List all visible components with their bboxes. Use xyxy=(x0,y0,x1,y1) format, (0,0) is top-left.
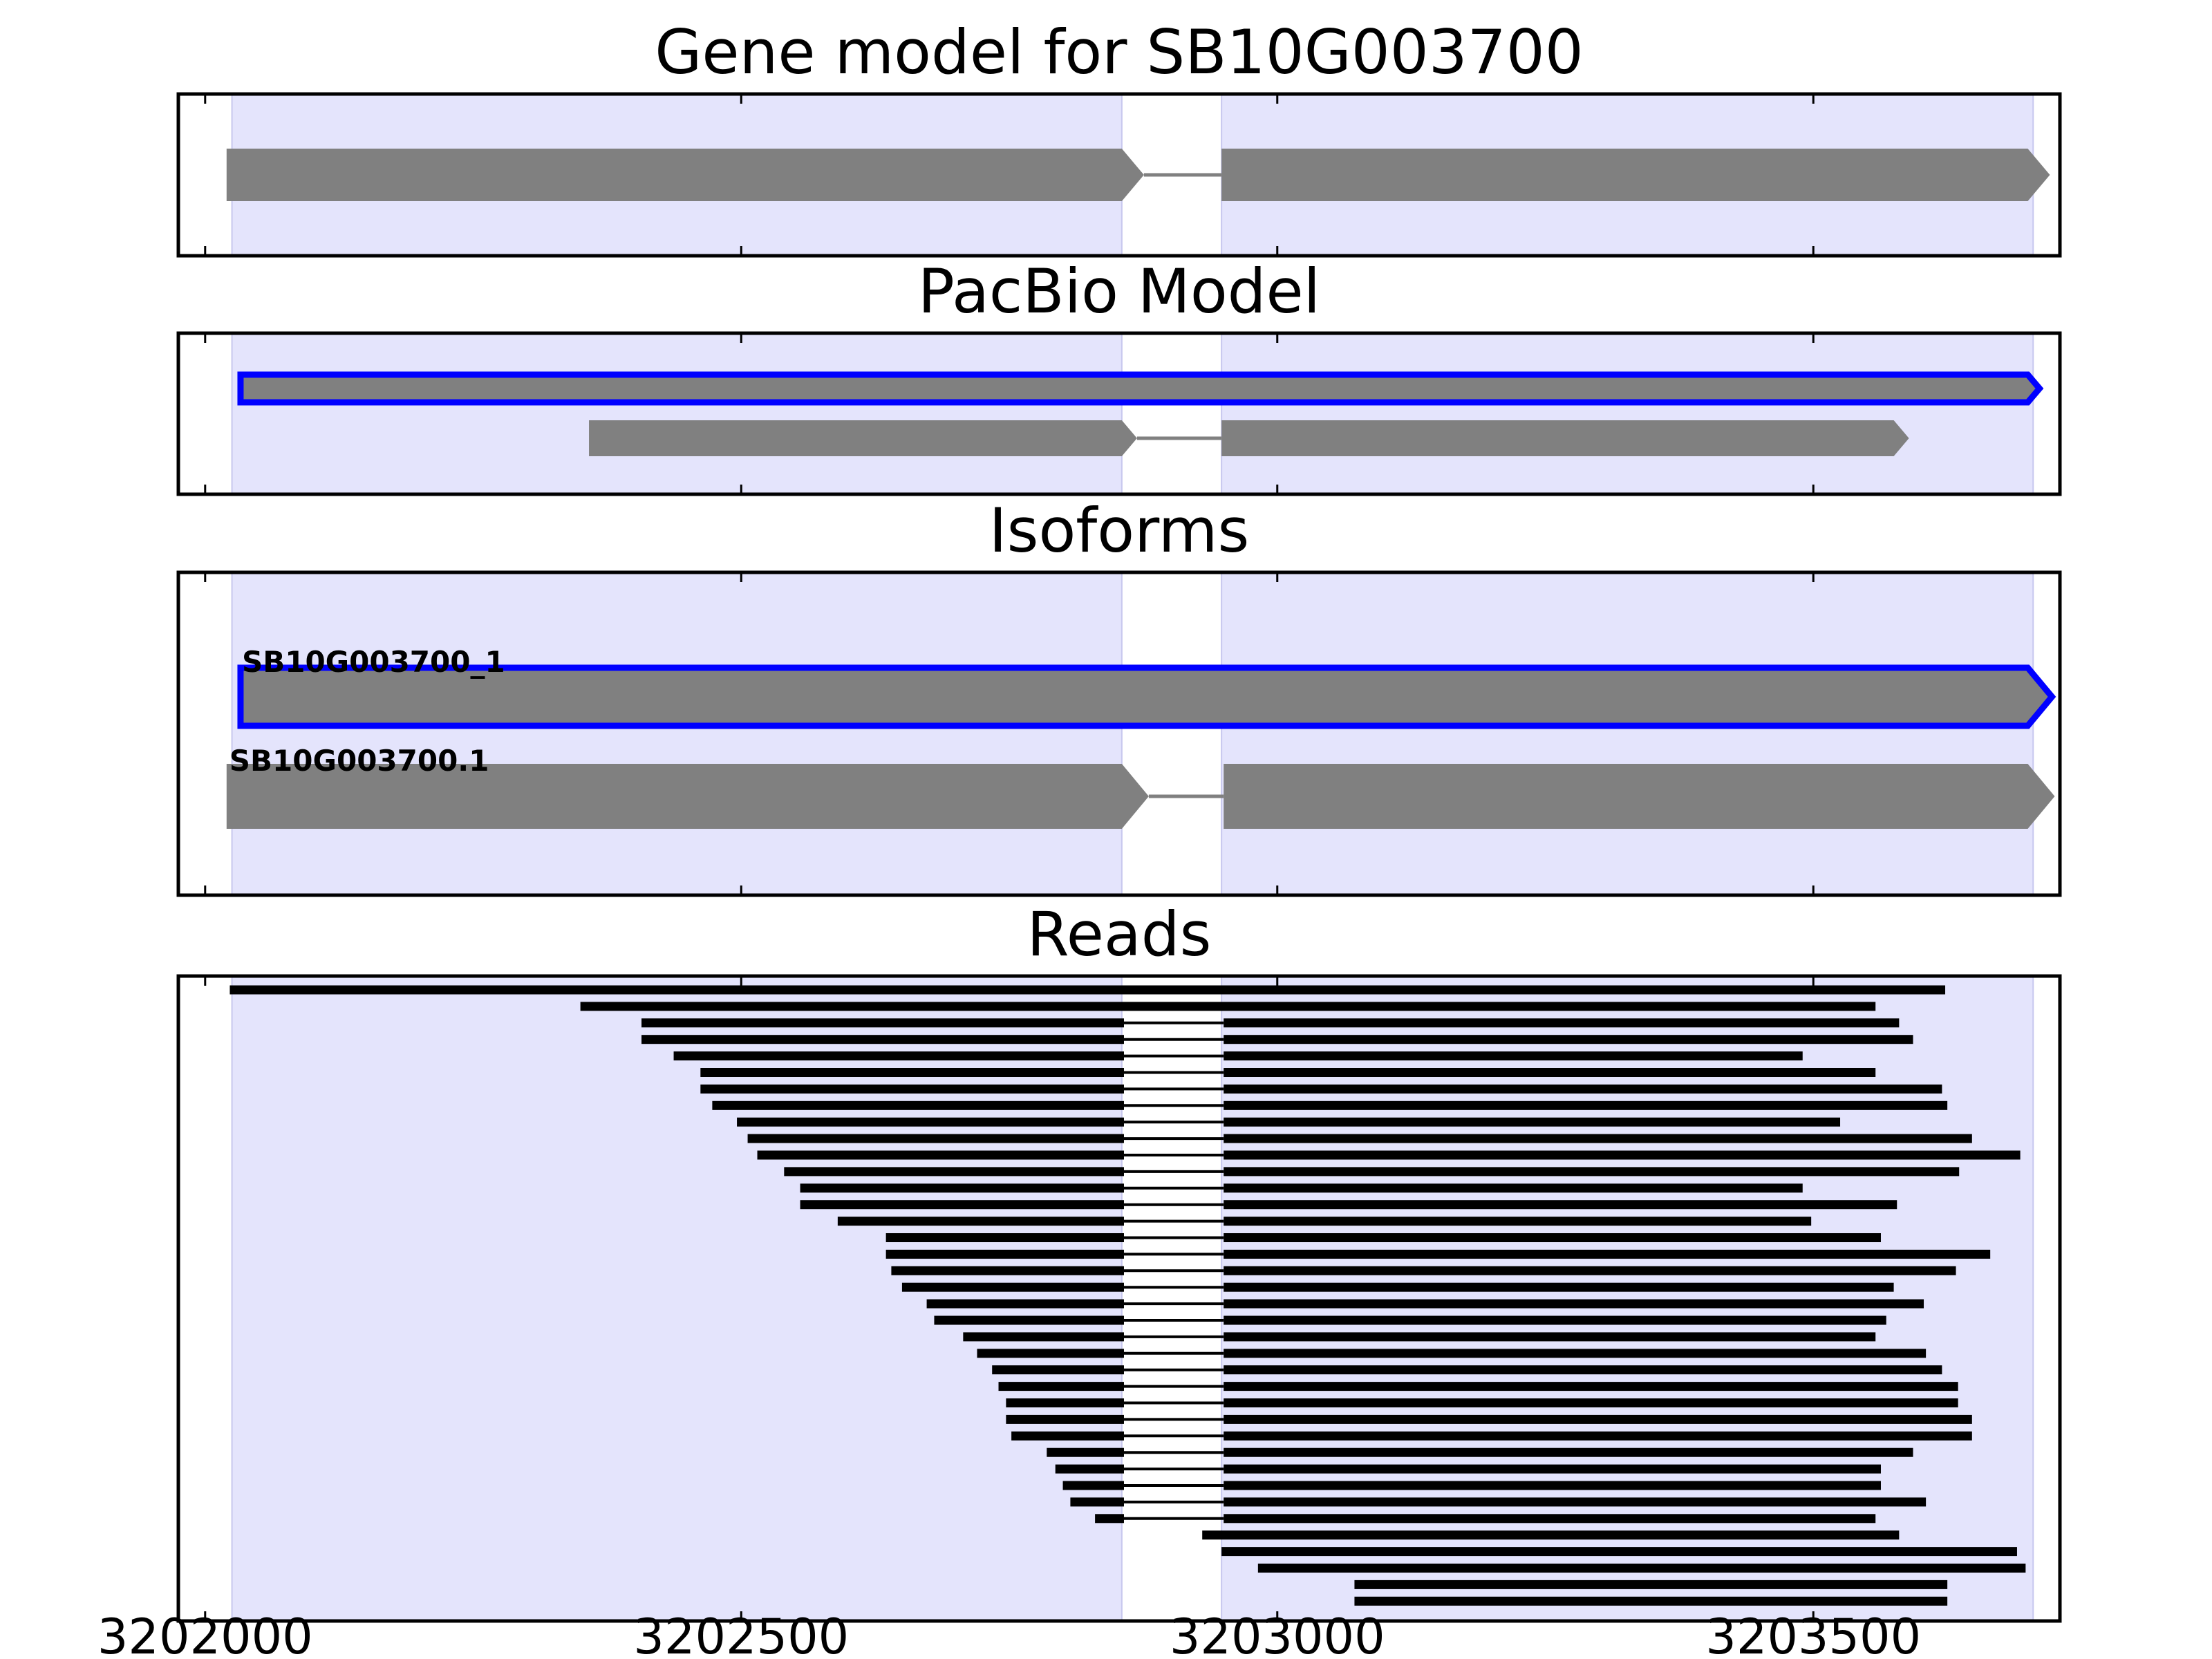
read-segment xyxy=(1224,1299,1924,1309)
read-segment xyxy=(1224,1497,1927,1507)
read-segment xyxy=(580,1002,1876,1011)
read-segment xyxy=(1224,1282,1894,1292)
read-segment xyxy=(1224,1150,2021,1160)
read-segment xyxy=(885,1249,1124,1259)
exon-shade-region xyxy=(1221,975,2034,1622)
exon-shade-region xyxy=(1221,332,2034,495)
read-segment xyxy=(1047,1447,1124,1457)
read-segment xyxy=(1224,1464,1881,1474)
read-segment xyxy=(800,1200,1124,1210)
read-segment xyxy=(1095,1514,1124,1524)
read-segment xyxy=(1011,1431,1124,1441)
read-segment xyxy=(1224,1134,1972,1143)
read-segment xyxy=(1202,1530,1900,1540)
read-segment xyxy=(1224,1447,1913,1457)
read-segment xyxy=(1224,1183,1803,1193)
read-segment xyxy=(1224,1481,1881,1490)
read-segment xyxy=(1354,1596,1948,1606)
read-segment xyxy=(992,1365,1124,1375)
read-segment xyxy=(1224,1249,1991,1259)
read-segment xyxy=(934,1315,1124,1325)
read-segment xyxy=(901,1282,1124,1292)
read-segment xyxy=(1224,1117,1841,1127)
isoform-label: SB10G003700.1 xyxy=(229,744,489,778)
read-segment xyxy=(712,1100,1124,1110)
read-segment xyxy=(1224,1315,1886,1325)
isoform-label: SB10G003700_1 xyxy=(242,645,505,679)
exon-block xyxy=(1221,420,1909,456)
panel-title: Isoforms xyxy=(989,495,1250,566)
read-segment xyxy=(757,1150,1124,1160)
read-segment xyxy=(1224,1266,1956,1275)
read-segment xyxy=(1224,1084,1942,1094)
panel-frame xyxy=(176,974,2062,1623)
panel-title: Reads xyxy=(1027,899,1212,970)
read-segment xyxy=(1224,1035,1913,1044)
read-segment xyxy=(1221,1547,2017,1557)
read-segment xyxy=(641,1035,1124,1044)
read-segment xyxy=(1224,1217,1812,1226)
read-segment xyxy=(891,1266,1124,1275)
read-segment xyxy=(1257,1564,2026,1573)
exon-shade-region xyxy=(231,572,1123,896)
highlighted-exon-block xyxy=(237,664,2056,729)
exon-shade-region xyxy=(1221,572,2034,896)
read-segment xyxy=(1224,1431,1972,1441)
read-segment xyxy=(1354,1580,1948,1589)
highlighted-exon-block xyxy=(237,371,2044,406)
read-segment xyxy=(963,1332,1124,1342)
read-segment xyxy=(1224,1398,1958,1407)
panel-frame xyxy=(176,570,2062,897)
read-segment xyxy=(229,985,1946,995)
read-segment xyxy=(700,1084,1124,1094)
read-segment xyxy=(1224,1332,1876,1342)
read-segment xyxy=(1006,1398,1124,1407)
read-segment xyxy=(1224,1365,1942,1375)
read-segment xyxy=(1224,1100,1948,1110)
read-segment xyxy=(747,1134,1124,1143)
read-segment xyxy=(700,1068,1124,1077)
panels-layer: Gene model for SB10G003700 PacBio Model Is… xyxy=(97,17,2062,1659)
exon-block xyxy=(589,420,1137,456)
read-segment xyxy=(998,1382,1124,1391)
read-segment xyxy=(1070,1497,1124,1507)
read-segment xyxy=(1224,1233,1881,1242)
exon-shade-region xyxy=(231,975,1123,1622)
read-segment xyxy=(837,1217,1124,1226)
read-segment xyxy=(673,1051,1124,1061)
panel-frame xyxy=(176,331,2062,496)
panel-title: PacBio Model xyxy=(918,256,1320,327)
exon-block xyxy=(226,149,1144,201)
read-segment xyxy=(641,1018,1124,1028)
read-segment xyxy=(800,1183,1124,1193)
read-segment xyxy=(1224,1382,1958,1391)
read-segment xyxy=(784,1167,1124,1177)
panel-title: Gene model for SB10G003700 xyxy=(655,17,1584,88)
read-segment xyxy=(926,1299,1124,1309)
read-segment xyxy=(1224,1018,1900,1028)
read-segment xyxy=(1224,1514,1876,1524)
x-tick-label: 3203500 xyxy=(1705,1609,1921,1659)
read-segment xyxy=(977,1349,1124,1358)
panel-frame xyxy=(176,92,2062,258)
exon-block xyxy=(1224,764,2055,829)
x-tick-label: 3202000 xyxy=(97,1609,313,1659)
read-segment xyxy=(1224,1051,1803,1061)
read-segment xyxy=(1055,1464,1124,1474)
read-segment xyxy=(1224,1068,1876,1077)
exon-block xyxy=(1221,149,2050,201)
exon-block xyxy=(226,764,1149,829)
read-segment xyxy=(1224,1167,1960,1177)
read-segment xyxy=(1224,1200,1897,1210)
read-segment xyxy=(1006,1414,1124,1424)
read-segment xyxy=(1062,1481,1124,1490)
read-segment xyxy=(1224,1414,1972,1424)
read-segment xyxy=(737,1117,1124,1127)
x-tick-label: 3203000 xyxy=(1170,1609,1385,1659)
read-segment xyxy=(1224,1349,1927,1358)
exon-shade-region xyxy=(231,332,1123,495)
x-tick-label: 3202500 xyxy=(633,1609,849,1659)
read-segment xyxy=(885,1233,1124,1242)
